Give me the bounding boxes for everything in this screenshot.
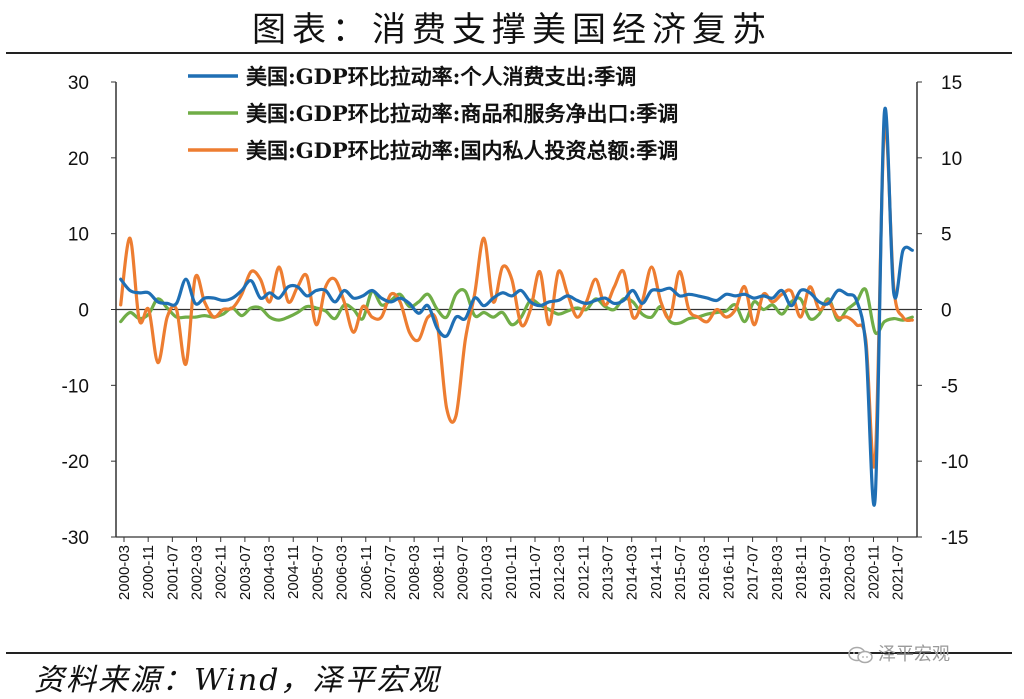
right-tick-label: -5 [941, 376, 958, 397]
legend-investment-label: 美国:GDP环比拉动率:国内私人投资总额:季调 [246, 138, 678, 163]
x-tick-label: 2002-03 [189, 545, 206, 600]
x-tick-label: 2000-03 [116, 545, 133, 600]
watermark: 泽平宏观 [848, 640, 950, 666]
x-tick-label: 2000-11 [140, 545, 157, 599]
right-tick-label: 15 [941, 73, 962, 94]
source-note: 资料来源：Wind，泽平宏观 [34, 663, 441, 698]
chart-title: 图表：消费支撑美国经济复苏 [252, 10, 772, 50]
x-tick-label: 2017-07 [745, 545, 762, 600]
footer-divider [6, 652, 1012, 654]
x-tick-label: 2010-03 [479, 545, 496, 600]
x-tick-label: 2005-07 [309, 545, 326, 600]
right-tick-label: 5 [941, 225, 952, 246]
consumption-series-line [119, 106, 914, 507]
right-tick-label: 0 [941, 301, 952, 322]
wechat-icon [848, 646, 873, 664]
x-tick-label: 2015-07 [672, 545, 689, 600]
investment-series-line [119, 122, 914, 469]
x-tick-label: 2016-03 [696, 545, 713, 600]
x-tick-label: 2006-03 [334, 545, 351, 600]
left-tick-label: -20 [62, 452, 89, 473]
x-tick-label: 2019-07 [817, 545, 834, 600]
x-tick-label: 2001-07 [164, 545, 181, 600]
x-tick-label: 2010-11 [503, 545, 520, 599]
left-tick-label: 20 [68, 149, 89, 170]
x-tick-label: 2004-03 [261, 545, 278, 600]
x-tick-label: 2006-11 [358, 545, 375, 599]
x-tick-label: 2012-03 [551, 545, 568, 600]
watermark-text: 泽平宏观 [878, 644, 950, 665]
x-tick-label: 2018-11 [793, 545, 810, 599]
x-tick-label: 2014-11 [648, 545, 665, 599]
x-tick-label: 2020-11 [865, 545, 882, 599]
x-tick-label: 2012-11 [575, 545, 592, 599]
legend-net-exports-label: 美国:GDP环比拉动率:商品和服务净出口:季调 [246, 101, 678, 126]
x-tick-label: 2011-07 [527, 545, 544, 599]
x-tick-label: 2020-03 [841, 545, 858, 600]
x-tick-label: 2013-07 [600, 545, 617, 600]
right-tick-label: -15 [941, 528, 968, 549]
right-tick-label: 10 [941, 149, 962, 170]
x-tick-label: 2008-11 [430, 545, 447, 599]
x-tick-label: 2016-11 [720, 545, 737, 599]
left-tick-label: 0 [78, 301, 89, 322]
net-exports-series-line [119, 287, 914, 336]
x-tick-label: 2014-03 [624, 545, 641, 600]
right-tick-label: -10 [941, 452, 968, 473]
x-tick-label: 2004-11 [285, 545, 302, 599]
x-tick-label: 2008-03 [406, 545, 423, 600]
x-tick-label: 2021-07 [890, 545, 907, 600]
legend-consumption-label: 美国:GDP环比拉动率:个人消费支出:季调 [246, 64, 636, 89]
left-tick-label: -30 [62, 528, 89, 549]
x-tick-label: 2002-11 [213, 545, 230, 599]
x-tick-label: 2007-07 [382, 545, 399, 600]
x-tick-label: 2009-07 [454, 545, 471, 600]
left-tick-label: -10 [62, 376, 89, 397]
title-divider [6, 52, 1012, 54]
x-tick-label: 2018-03 [769, 545, 786, 600]
left-tick-label: 30 [68, 73, 89, 94]
x-tick-label: 2003-07 [237, 545, 254, 600]
left-tick-label: 10 [68, 225, 89, 246]
